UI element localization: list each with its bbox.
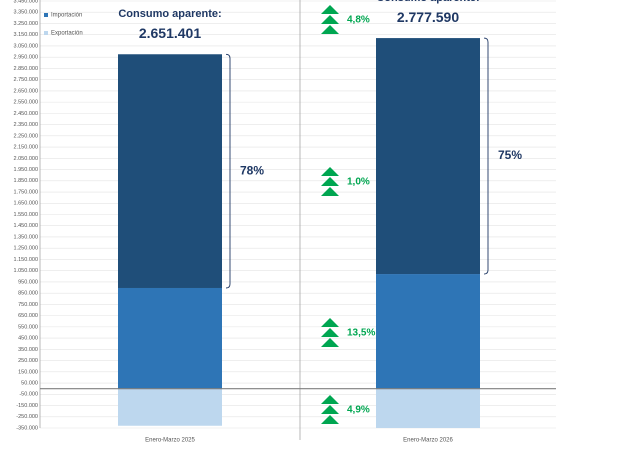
legend-swatch [44, 31, 48, 35]
up-arrow [321, 187, 339, 196]
y-tick-label: 450.000 [18, 336, 38, 342]
y-tick-label: 1.750.000 [14, 189, 38, 195]
y-tick-label: 3.250.000 [14, 21, 38, 27]
y-tick-label: 1.950.000 [14, 167, 38, 173]
share-label: 75% [498, 148, 522, 162]
x-tick-label: Enero-Marzo 2026 [403, 438, 453, 444]
y-tick-label: 2.850.000 [14, 66, 38, 72]
up-arrow [321, 25, 339, 34]
y-tick-label: 1.450.000 [14, 223, 38, 229]
bar-segment [376, 38, 480, 275]
legend-swatch [44, 13, 48, 17]
y-tick-label: 2.650.000 [14, 88, 38, 94]
total-title: Consumo aparente: [376, 0, 479, 4]
up-arrow [321, 338, 339, 347]
share-label: 78% [240, 163, 264, 177]
up-arrow [321, 15, 339, 24]
change-label: 4,9% [347, 405, 370, 416]
up-arrow [321, 415, 339, 424]
y-tick-label: 3.450.000 [14, 0, 38, 4]
bar-segment [376, 388, 480, 428]
bracket [483, 37, 489, 275]
total-title: Consumo aparente: [118, 8, 221, 20]
y-tick-label: 250.000 [18, 358, 38, 364]
up-arrow [321, 328, 339, 337]
y-tick-label: 150.000 [18, 369, 38, 375]
change-label: 1,0% [347, 177, 370, 188]
y-tick-label: 2.750.000 [14, 77, 38, 83]
y-tick-label: 2.350.000 [14, 122, 38, 128]
y-tick-label: 2.950.000 [14, 55, 38, 61]
up-arrow [321, 395, 339, 404]
legend-label: Exportación [51, 31, 83, 37]
up-arrow [321, 318, 339, 327]
bar-segment [118, 54, 222, 288]
bar-segment [118, 287, 222, 389]
y-tick-label: 50.000 [21, 381, 38, 387]
y-tick-label: 750.000 [18, 302, 38, 308]
y-tick-label: 1.650.000 [14, 201, 38, 207]
y-tick-label: 2.250.000 [14, 133, 38, 139]
y-tick-label: 1.550.000 [14, 212, 38, 218]
y-tick-label: -50.000 [19, 392, 38, 398]
up-arrow [321, 405, 339, 414]
legend-label: Producción [51, 0, 81, 1]
total-value: 2.777.590 [397, 9, 459, 25]
y-tick-label: 2.450.000 [14, 111, 38, 117]
y-tick-label: 1.150.000 [14, 257, 38, 263]
y-tick-label: 550.000 [18, 324, 38, 330]
change-label: 13,5% [347, 328, 375, 339]
y-tick-label: 1.250.000 [14, 246, 38, 252]
y-tick-label: 950.000 [18, 279, 38, 285]
y-tick-label: 1.050.000 [14, 268, 38, 274]
total-value: 2.651.401 [139, 25, 201, 41]
y-tick-label: -150.000 [16, 403, 38, 409]
y-tick-label: 3.150.000 [14, 32, 38, 38]
bar-segment [376, 274, 480, 389]
y-tick-label: -250.000 [16, 414, 38, 420]
up-arrow [321, 167, 339, 176]
y-tick-label: 850.000 [18, 291, 38, 297]
y-tick-label: 1.850.000 [14, 178, 38, 184]
up-arrow [321, 5, 339, 14]
y-tick-label: 650.000 [18, 313, 38, 319]
bracket [225, 53, 231, 289]
bar-segment [118, 388, 222, 426]
legend-label: Importación [51, 13, 82, 19]
y-tick-label: 1.350.000 [14, 234, 38, 240]
x-tick-label: Enero-Marzo 2025 [145, 438, 195, 444]
change-label: 4,8% [347, 15, 370, 26]
y-tick-label: 2.050.000 [14, 156, 38, 162]
y-tick-label: 3.350.000 [14, 10, 38, 16]
y-tick-label: 2.550.000 [14, 100, 38, 106]
y-tick-label: 350.000 [18, 347, 38, 353]
up-arrow [321, 177, 339, 186]
y-tick-label: 2.150.000 [14, 145, 38, 151]
y-tick-label: -350.000 [16, 425, 38, 431]
y-tick-label: 3.050.000 [14, 43, 38, 49]
